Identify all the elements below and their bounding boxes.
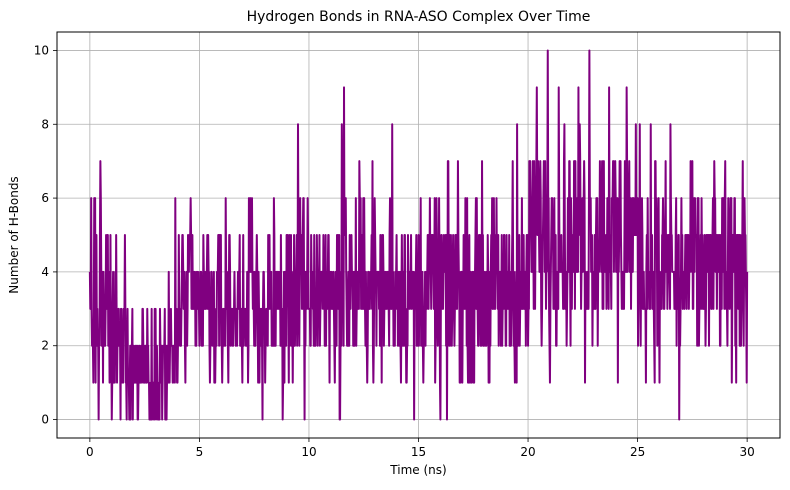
y-tick-label: 0 <box>41 413 49 427</box>
series-line <box>88 49 749 421</box>
x-tick-label: 20 <box>520 445 535 459</box>
x-tick-label: 15 <box>411 445 426 459</box>
series-layer <box>88 49 749 421</box>
y-axis-label: Number of H-Bonds <box>7 176 21 293</box>
x-tick-label: 30 <box>739 445 754 459</box>
y-tick-label: 10 <box>34 43 49 57</box>
x-axis-label: Time (ns) <box>389 463 446 477</box>
y-tick-label: 6 <box>41 191 49 205</box>
x-tick-label: 10 <box>301 445 316 459</box>
y-tick-label: 2 <box>41 339 49 353</box>
y-tick-label: 8 <box>41 117 49 131</box>
ticks: 0 5 10 15 20 25 30 0 2 4 6 8 10 <box>34 43 755 459</box>
x-tick-label: 25 <box>630 445 645 459</box>
x-tick-label: 0 <box>86 445 94 459</box>
x-tick-label: 5 <box>196 445 204 459</box>
y-tick-label: 4 <box>41 265 49 279</box>
chart-title: Hydrogen Bonds in RNA-ASO Complex Over T… <box>247 9 591 25</box>
